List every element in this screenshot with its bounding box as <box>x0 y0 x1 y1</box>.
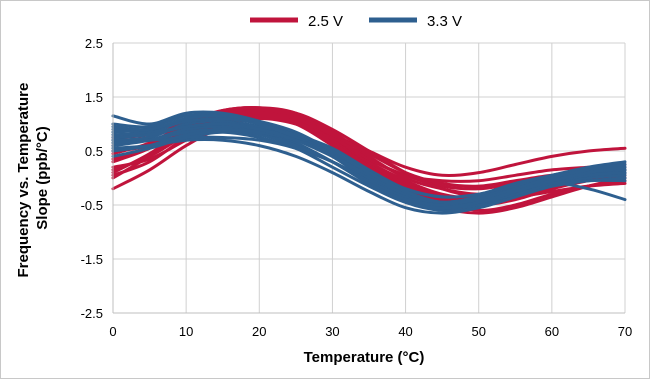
x-tick-label-3: 30 <box>325 324 339 339</box>
y-tick-label-3: -0.5 <box>81 198 103 213</box>
y-tick-label-5: -2.5 <box>81 306 103 321</box>
y-tick-label-1: 1.5 <box>85 90 103 105</box>
x-axis-title: Temperature (°C) <box>304 349 425 366</box>
x-tick-label-4: 40 <box>398 324 412 339</box>
series-layer <box>111 106 627 215</box>
series-1-curve-12 <box>111 114 627 205</box>
series-1-curve-13 <box>111 130 627 210</box>
legend-label-0: 2.5 V <box>308 13 343 30</box>
y-tick-label-4: -1.5 <box>81 252 103 267</box>
y-axis-title: Frequency vs. Temperature Slope (ppb/°C) <box>15 79 51 278</box>
series-1-curve-8 <box>111 130 627 207</box>
x-axis-ticks: 0 10 20 30 40 50 60 70 <box>109 324 632 339</box>
x-tick-label-1: 10 <box>179 324 193 339</box>
series-1-curve-7 <box>111 135 627 207</box>
y-axis-title-line-2: Slope (ppb/°C) <box>34 126 51 229</box>
x-tick-label-0: 0 <box>109 324 116 339</box>
y-axis-ticks: 2.5 1.5 0.5 -0.5 -1.5 -2.5 <box>81 36 103 321</box>
y-axis-title-line-1: Frequency vs. Temperature <box>15 83 32 278</box>
x-tick-label-7: 70 <box>618 324 632 339</box>
plot-area-border <box>112 43 625 314</box>
y-tick-label-2: 0.5 <box>85 144 103 159</box>
legend-label-1: 3.3 V <box>427 13 462 30</box>
x-tick-label-5: 50 <box>471 324 485 339</box>
y-tick-label-0: 2.5 <box>85 36 103 51</box>
series-3-3-Vv <box>111 110 627 215</box>
legend: 2.5 V 3.3 V <box>250 13 462 30</box>
x-tick-label-2: 20 <box>252 324 266 339</box>
x-tick-label-6: 60 <box>545 324 559 339</box>
